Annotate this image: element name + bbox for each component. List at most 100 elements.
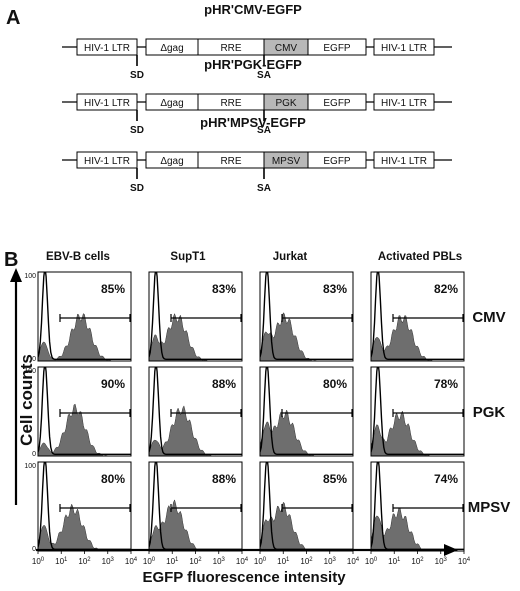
histogram-plot: 83% [259, 271, 354, 362]
element-label-rre: RRE [220, 98, 241, 109]
column-header: Activated PBLs [378, 251, 462, 263]
x-tick-exponent: 2 [420, 557, 424, 563]
element-box-ltr2 [373, 93, 435, 111]
element-label-ltr1: HIV-1 LTR [84, 156, 130, 167]
control-histogram [260, 367, 353, 455]
x-tick-base: 10 [324, 557, 333, 566]
histogram-traces [260, 272, 353, 361]
element-box-ltr2 [373, 38, 435, 56]
element-label-gag: Δgag [160, 43, 183, 54]
control-histogram [371, 367, 464, 455]
element-box-egfp [307, 151, 367, 169]
gfp-histogram [371, 507, 464, 551]
x-tick-label: 100 [365, 557, 378, 566]
gfp-histogram [149, 405, 242, 456]
x-tick-base: 10 [277, 557, 286, 566]
control-histogram [38, 367, 131, 455]
x-tick-label: 103 [213, 557, 226, 566]
element-label-ltr1: HIV-1 LTR [84, 98, 130, 109]
x-tick-base: 10 [254, 557, 263, 566]
percent-positive: 80% [101, 472, 125, 486]
percent-positive: 83% [323, 282, 347, 296]
plot-frame [259, 271, 354, 362]
plot-frame [370, 366, 465, 457]
y-axis-arrow [10, 268, 22, 505]
x-tick-base: 10 [143, 557, 152, 566]
vector-map-mpsv: pHR'MPSV-EGFP HIV-1 LTR Δgag RRE MPSV EGFP HIV… [62, 115, 452, 194]
x-tick-base: 10 [435, 557, 444, 566]
histogram-plot: 80% [259, 366, 354, 457]
histogram-traces [149, 367, 242, 456]
x-tick-base: 10 [388, 557, 397, 566]
x-tick-label: 101 [166, 557, 179, 566]
x-tick-exponent: 2 [198, 557, 202, 563]
element-label-rre: RRE [220, 156, 241, 167]
vector-map-pgk: pHR'PGK-EGFP HIV-1 LTR Δgag RRE PGK EGFP HIV-1… [62, 57, 452, 136]
percent-positive: 82% [434, 282, 458, 296]
x-tick-label: 103 [102, 557, 115, 566]
sa-label: SA [257, 183, 271, 194]
x-axis-label: EGFP fluorescence intensity [142, 569, 346, 586]
x-tick-base: 10 [189, 557, 198, 566]
x-tick-exponent: 0 [152, 557, 156, 563]
element-label-gag: Δgag [160, 98, 183, 109]
element-box-ltr1 [76, 151, 138, 169]
histogram-plot: 85% 100 0 [24, 271, 132, 363]
sd-label: SD [130, 183, 144, 194]
element-label-prom: MPSV [272, 156, 301, 167]
y-tick-label: 100 [24, 368, 36, 375]
histogram-plot: 83% [148, 271, 243, 362]
x-tick-exponent: 2 [309, 557, 313, 563]
element-label-ltr2: HIV-1 LTR [381, 156, 427, 167]
element-label-prom: CMV [275, 43, 298, 54]
x-tick-label: 100 [143, 557, 156, 566]
gfp-histogram [38, 313, 131, 361]
percent-positive: 90% [101, 377, 125, 391]
x-tick-base: 10 [347, 557, 356, 566]
panel-b-label: B [4, 249, 18, 271]
x-tick-exponent: 0 [263, 557, 267, 563]
element-label-ltr1: HIV-1 LTR [84, 43, 130, 54]
x-tick-label: 104 [347, 557, 360, 566]
y-tick-label: 0 [32, 451, 36, 458]
element-label-egfp: EGFP [323, 43, 351, 54]
percent-positive: 88% [212, 472, 236, 486]
plot-frame [148, 271, 243, 362]
histogram-plot: 78% [370, 366, 465, 457]
x-tick-label: 101 [277, 557, 290, 566]
element-box-ltr2 [373, 151, 435, 169]
histogram-plot: 88%100 101 102 103 104 [143, 461, 249, 566]
gfp-histogram [260, 409, 353, 456]
x-tick-label: 102 [78, 557, 91, 566]
histogram-plot: 82% [370, 271, 465, 362]
sd-label: SD [130, 125, 144, 136]
x-tick-exponent: 1 [286, 557, 290, 563]
control-histogram [260, 272, 353, 360]
gfp-histogram [371, 410, 464, 456]
x-tick-exponent: 0 [374, 557, 378, 563]
histogram-traces [371, 272, 464, 361]
y-tick-label: 100 [24, 273, 36, 280]
column-header: SupT1 [170, 251, 206, 263]
x-tick-base: 10 [236, 557, 245, 566]
y-tick-label: 0 [32, 546, 36, 553]
x-tick-label: 103 [324, 557, 337, 566]
x-tick-label: 104 [458, 557, 471, 566]
x-tick-label: 104 [125, 557, 138, 566]
sa-label: SA [257, 70, 271, 81]
histogram-traces [149, 272, 242, 361]
x-tick-label: 102 [411, 557, 424, 566]
gfp-histogram [371, 315, 464, 361]
x-tick-base: 10 [55, 557, 64, 566]
x-axis-arrow [36, 544, 458, 556]
gfp-histogram [260, 312, 353, 361]
x-tick-base: 10 [78, 557, 87, 566]
x-tick-exponent: 1 [175, 557, 179, 563]
x-tick-exponent: 3 [444, 557, 448, 563]
percent-positive: 74% [434, 472, 458, 486]
element-label-egfp: EGFP [323, 98, 351, 109]
percent-positive: 83% [212, 282, 236, 296]
element-label-ltr2: HIV-1 LTR [381, 98, 427, 109]
percent-positive: 88% [212, 377, 236, 391]
